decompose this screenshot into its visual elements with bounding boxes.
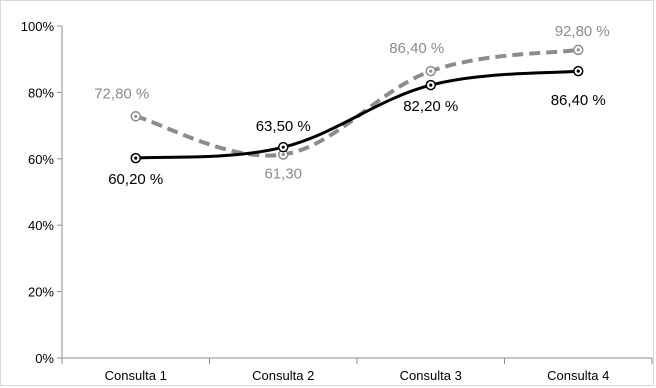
data-label-solid: 86,40 % xyxy=(551,92,606,109)
data-point-dashed-center xyxy=(576,48,580,52)
data-point-dashed-center xyxy=(429,69,433,73)
data-labels: 60,20 % 63,50 % 82,20 % 86,40 % 72,80 % 61,30… xyxy=(94,23,610,188)
x-tick-label: Consulta 2 xyxy=(252,368,314,383)
data-label-dashed: 72,80 % xyxy=(94,85,149,102)
series-layer xyxy=(130,44,584,164)
series-line-dashed xyxy=(135,47,579,158)
data-point-solid-center xyxy=(134,156,138,160)
y-tick-label: 60% xyxy=(28,152,54,167)
y-tick-label: 40% xyxy=(28,218,54,233)
x-tick-label: Consulta 4 xyxy=(547,368,609,383)
data-label-solid: 63,50 % xyxy=(256,118,311,135)
y-tick-label: 20% xyxy=(28,285,54,300)
data-label-solid: 60,20 % xyxy=(108,171,163,188)
y-tick-label: 100% xyxy=(21,19,55,34)
data-label-solid: 82,20 % xyxy=(403,98,458,115)
data-label-dashed: 61,30 xyxy=(264,165,302,182)
data-point-dashed-center xyxy=(281,152,285,157)
data-label-dashed: 92,80 % xyxy=(555,23,610,40)
x-tick-label: Consulta 1 xyxy=(105,368,167,383)
data-point-solid-center xyxy=(429,83,433,87)
axes: 0% 20% 40% 60% 80% 100% Consulta 1 Consulta 2 Co… xyxy=(21,19,653,383)
series-line-solid xyxy=(135,69,579,160)
x-tick-label: Consulta 3 xyxy=(400,368,462,383)
data-point-solid-center xyxy=(576,69,580,73)
data-point-dashed-center xyxy=(134,114,138,118)
y-tick-label: 80% xyxy=(28,85,54,100)
data-point-solid-center xyxy=(281,145,285,149)
y-tick-label: 0% xyxy=(35,351,54,366)
data-label-dashed: 86,40 % xyxy=(389,40,444,57)
